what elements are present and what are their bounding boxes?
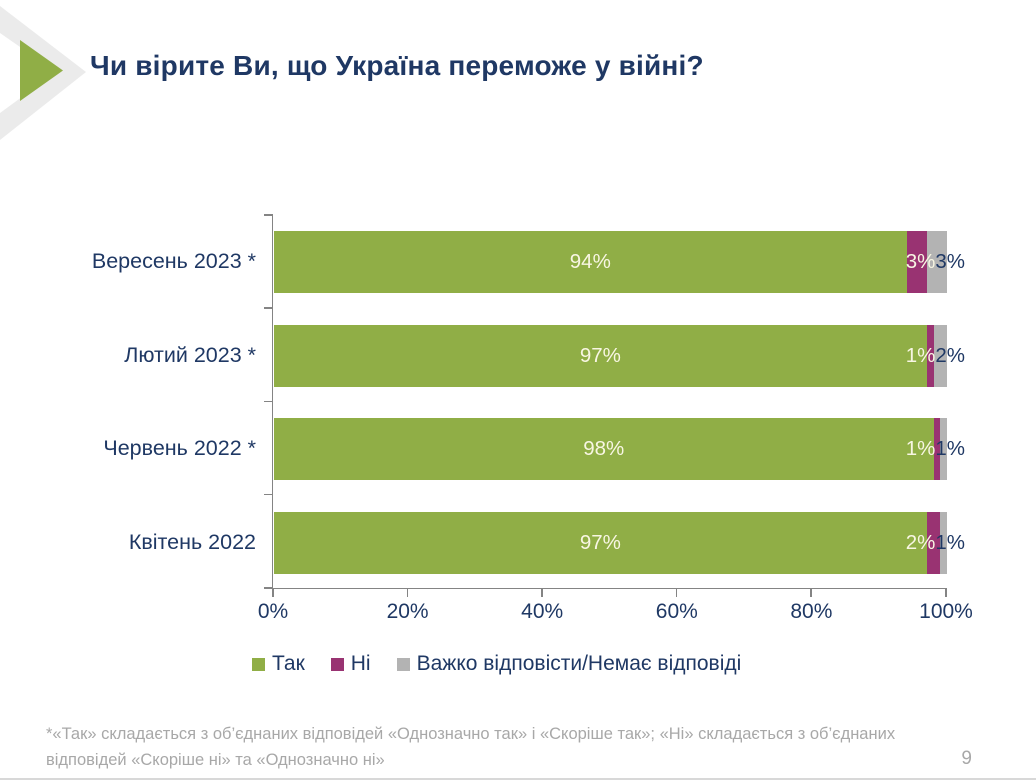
x-axis-tick	[810, 588, 812, 597]
footnote-line2: відповідей «Скоріше ні» та «Однозначно н…	[46, 750, 385, 769]
bar-segment-no	[926, 324, 934, 387]
x-axis-tick	[406, 588, 409, 597]
category-label: Червень 2022 *	[103, 436, 256, 461]
legend-label: Так	[272, 652, 305, 675]
chart-row: 97% 1% 2%	[273, 309, 965, 403]
x-tick-label: 20%	[386, 600, 429, 623]
bar-value-label: 97%	[579, 530, 621, 554]
bar-end-labels: 1% 2%	[906, 325, 965, 387]
bar-end-labels: 2% 1%	[906, 512, 965, 574]
bar-segment-undecided	[940, 418, 947, 480]
green-arrow-icon	[20, 40, 63, 101]
page-number: 9	[961, 748, 972, 769]
header-decor	[0, 6, 86, 140]
legend-item: Ні	[330, 652, 371, 676]
stacked-bar: 98% 1% 1%	[274, 418, 965, 480]
bar-value-label: 98%	[583, 437, 625, 460]
page-title: Чи вірите Ви, що Україна переможе у війн…	[90, 50, 704, 81]
x-axis-tick	[272, 588, 274, 597]
bar-segment-undecided	[933, 324, 947, 387]
bar-end-labels: 3% 3%	[906, 231, 965, 293]
bar-value-label: 3%	[905, 250, 936, 273]
chevron-outline-icon	[0, 6, 86, 140]
stacked-bar: 97% 2% 1%	[274, 511, 965, 574]
footnote: *«Так» складається з об’єднаних відповід…	[46, 722, 976, 773]
x-axis-tick	[675, 588, 678, 597]
bar-value-label: 3%	[935, 250, 965, 273]
bar-segment-yes: 98%	[274, 418, 934, 480]
category-label: Вересень 2023 *	[91, 249, 256, 274]
legend-swatch-icon	[330, 657, 344, 671]
bar-segment-undecided	[940, 511, 947, 574]
bar-value-label: 94%	[569, 250, 611, 273]
bar-segment-no	[926, 511, 941, 574]
bar-value-label: 1%	[935, 530, 965, 554]
x-tick-label: 0%	[257, 600, 289, 623]
stacked-bar: 97% 1% 2%	[274, 324, 965, 387]
legend-label: Ні	[350, 652, 371, 675]
x-tick-label: 80%	[790, 600, 833, 623]
bar-value-label: 1%	[905, 343, 936, 367]
category-axis: Вересень 2023 * Лютий 2023 * Червень 2022 …	[0, 215, 256, 589]
legend-swatch-icon	[396, 657, 410, 671]
y-axis-tick	[264, 493, 273, 496]
legend-swatch-icon	[252, 657, 265, 671]
x-tick-label: 60%	[655, 600, 698, 623]
bar-value-label: 1%	[935, 437, 965, 460]
bar-value-label: 2%	[905, 530, 936, 554]
chart-legend: Так Ні Важко відповісти/Немає відповіді	[252, 652, 741, 676]
y-axis-tick	[264, 400, 273, 402]
bar-segment-undecided	[926, 231, 947, 293]
bar-value-label: 1%	[905, 437, 936, 460]
bar-segment-yes: 94%	[274, 231, 907, 293]
bar-segment-yes: 97%	[274, 324, 927, 387]
x-tick-label: 40%	[521, 600, 564, 623]
chart-row: 97% 2% 1%	[273, 496, 965, 590]
x-tick-label: 100%	[919, 600, 973, 623]
bar-value-label: 2%	[935, 343, 965, 367]
y-axis-tick	[264, 307, 273, 309]
bar-segment-no	[933, 418, 941, 480]
bar-segment-no	[906, 231, 927, 293]
category-label: Квітень 2022	[128, 529, 256, 554]
bar-segment-yes: 97%	[274, 511, 927, 574]
legend-item: Важко відповісти/Немає відповіді	[396, 652, 742, 676]
x-axis-tick	[541, 588, 543, 597]
bar-value-label: 97%	[579, 343, 621, 367]
bar-end-labels: 1% 1%	[906, 418, 965, 480]
bar-chart-plot-area: 94% 3% 3% 97% 1% 2% 98% 1% 1% 97% 2% 1% 0% 20% 40% 60% 8…	[258, 214, 973, 623]
category-label: Лютий 2023 *	[124, 342, 256, 367]
footnote-line1: *«Так» складається з об’єднаних відповід…	[46, 725, 896, 743]
chart-row: 98% 1% 1%	[273, 402, 965, 496]
chart-row: 94% 3% 3%	[273, 215, 965, 309]
x-axis-tick	[945, 588, 947, 597]
stacked-bar: 94% 3% 3%	[274, 231, 965, 293]
legend-item: Так	[252, 652, 305, 676]
y-axis-tick	[264, 214, 273, 216]
y-axis-tick	[264, 587, 273, 589]
legend-label: Важко відповісти/Немає відповіді	[416, 652, 742, 675]
